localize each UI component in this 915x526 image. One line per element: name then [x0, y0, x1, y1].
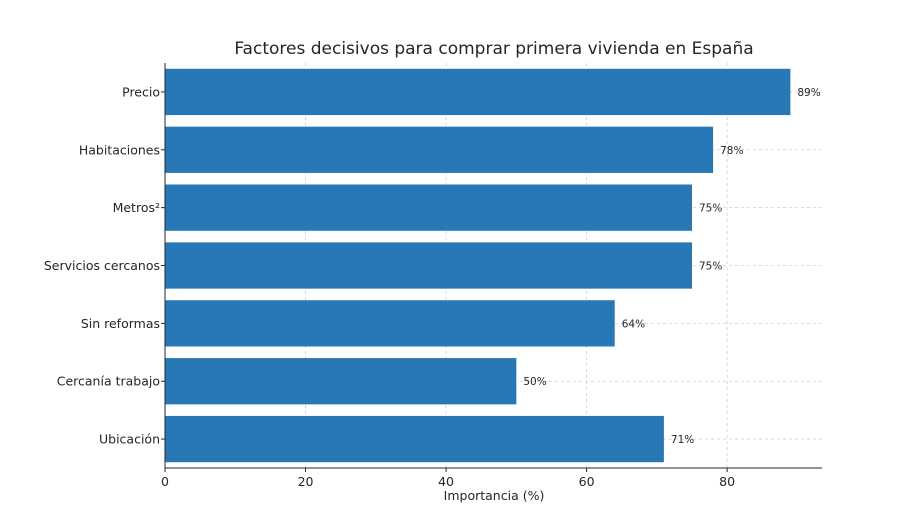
x-tick-label: 40 — [438, 474, 454, 489]
x-axis-label: Importancia (%) — [444, 488, 545, 503]
x-tick-label: 60 — [579, 474, 595, 489]
bar — [165, 184, 693, 231]
bar-value-label: 75% — [699, 203, 722, 215]
bar — [165, 300, 615, 347]
bar-value-label: 50% — [523, 376, 546, 388]
bar-value-label: 75% — [699, 261, 722, 273]
bar — [165, 126, 714, 173]
category-label: Metros² — [113, 200, 160, 215]
x-tick-label: 0 — [161, 474, 169, 489]
category-label: Servicios cercanos — [44, 258, 160, 273]
category-label: Precio — [122, 84, 160, 99]
x-tick-label: 80 — [719, 474, 735, 489]
axes: Precio Habitaciones Metros² Servicios cerca… — [44, 63, 822, 489]
bar-value-label: 71% — [671, 434, 694, 446]
bar-value-label: 89% — [797, 87, 820, 99]
bar — [165, 358, 517, 405]
bar-value-label: 78% — [720, 145, 743, 157]
x-tick-label: 20 — [298, 474, 314, 489]
category-label: Cercanía trabajo — [57, 374, 160, 389]
category-label: Sin reformas — [81, 316, 160, 331]
bar — [165, 68, 791, 116]
chart-title: Factores decisivos para comprar primera … — [234, 39, 753, 59]
category-label: Habitaciones — [79, 142, 160, 157]
bar-value-label: 64% — [622, 318, 645, 330]
bar — [165, 415, 664, 463]
bar — [165, 242, 693, 289]
category-label: Ubicación — [99, 432, 160, 447]
bars: 89% 78% 75% 75% 64% 50% 71% — [165, 68, 821, 463]
